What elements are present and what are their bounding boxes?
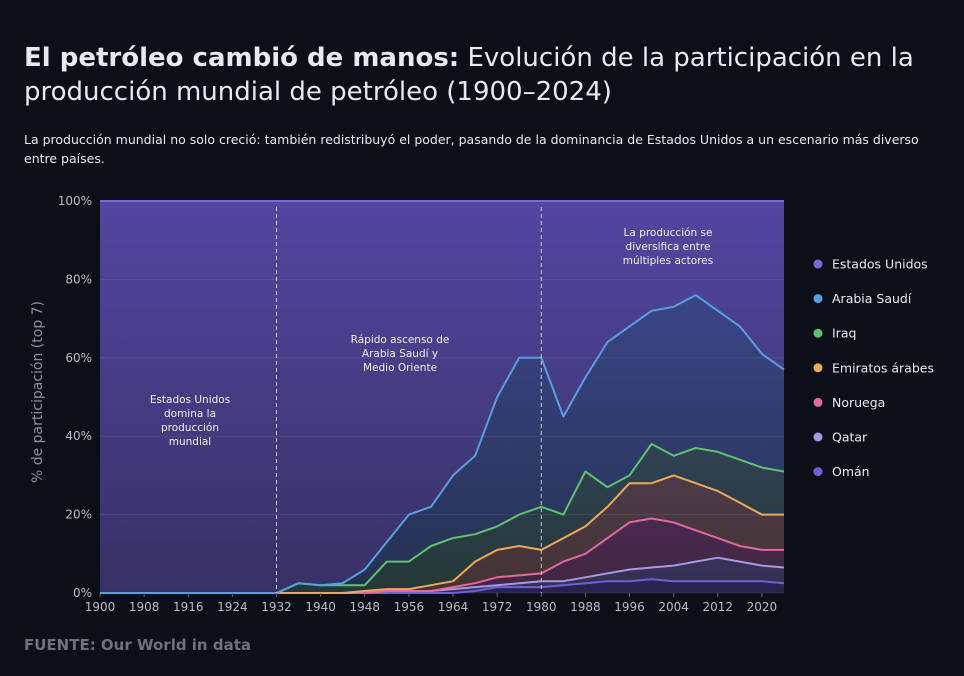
x-tick-label: 1996 — [614, 600, 645, 614]
legend-label: Qatar — [832, 430, 868, 445]
annotation: diversifica entre — [626, 241, 711, 253]
x-tick-label: 1916 — [173, 600, 204, 614]
area — [100, 557, 784, 593]
y-tick-label: 40% — [65, 429, 92, 443]
annotation: mundial — [169, 436, 211, 448]
title-text: Evolución de la participación en la — [459, 43, 914, 73]
y-axis-label: % de participación (top 7) — [30, 301, 46, 483]
area — [100, 518, 784, 593]
annotation: Arabia Saudí y — [362, 348, 438, 360]
annotation: Estados Unidos — [150, 394, 230, 406]
annotation: múltiples actores — [623, 255, 713, 267]
legend-label: Iraq — [832, 326, 856, 341]
area — [100, 444, 784, 593]
chart-title: El petróleo cambió de manos: Evolución d… — [24, 43, 914, 107]
x-tick-label: 1908 — [129, 600, 160, 614]
y-tick-label: 100% — [58, 194, 92, 208]
x-tick-label: 1948 — [350, 600, 381, 614]
x-tick-label: 1956 — [394, 600, 425, 614]
legend-swatch — [813, 363, 823, 373]
y-tick-label: 20% — [65, 508, 92, 522]
area — [100, 579, 784, 593]
legend-label: Omán — [832, 464, 870, 479]
legend-label: Arabia Saudí — [832, 291, 912, 306]
x-tick-label: 2004 — [658, 600, 689, 614]
legend-swatch — [813, 294, 823, 304]
x-tick-label: 2020 — [747, 600, 778, 614]
x-tick-label: 1900 — [85, 600, 116, 614]
annotation: domina la — [164, 408, 216, 420]
legend-swatch — [813, 328, 823, 338]
x-tick-label: 2012 — [703, 600, 734, 614]
subtitle-line: entre países. — [24, 151, 105, 166]
subtitle-line: La producción mundial no solo creció: ta… — [24, 132, 919, 147]
annotation: La producción se — [624, 227, 713, 239]
annotation: producción — [161, 422, 219, 434]
area — [100, 475, 784, 593]
title-bold: El petróleo cambió de manos: — [24, 43, 459, 73]
legend-swatch — [813, 397, 823, 407]
y-tick-label: 80% — [65, 272, 92, 286]
y-tick-label: 60% — [65, 351, 92, 365]
area — [100, 295, 784, 593]
legend-swatch — [813, 432, 823, 442]
x-tick-label: 1988 — [570, 600, 601, 614]
y-tick-label: 0% — [73, 586, 92, 600]
x-tick-label: 1940 — [305, 600, 336, 614]
area — [100, 201, 784, 593]
title-text-cont: producción mundial de petróleo (1900–202… — [24, 77, 612, 107]
annotation: Rápido ascenso de — [351, 334, 450, 346]
legend-label: Noruega — [832, 395, 885, 410]
x-tick-label: 1972 — [482, 600, 513, 614]
legend-swatch — [813, 259, 823, 269]
source: FUENTE: Our World in data — [24, 636, 251, 654]
legend-swatch — [813, 467, 823, 477]
x-tick-label: 1964 — [438, 600, 469, 614]
x-tick-label: 1980 — [526, 600, 557, 614]
legend-label: Estados Unidos — [832, 257, 928, 272]
chart-subtitle: La producción mundial no solo creció: ta… — [24, 132, 919, 166]
x-tick-label: 1932 — [261, 600, 292, 614]
annotation: Medio Oriente — [363, 362, 437, 374]
x-tick-label: 1924 — [217, 600, 248, 614]
series-line — [100, 294, 785, 594]
legend-label: Emiratos árabes — [832, 360, 934, 375]
plot-background — [100, 201, 784, 593]
